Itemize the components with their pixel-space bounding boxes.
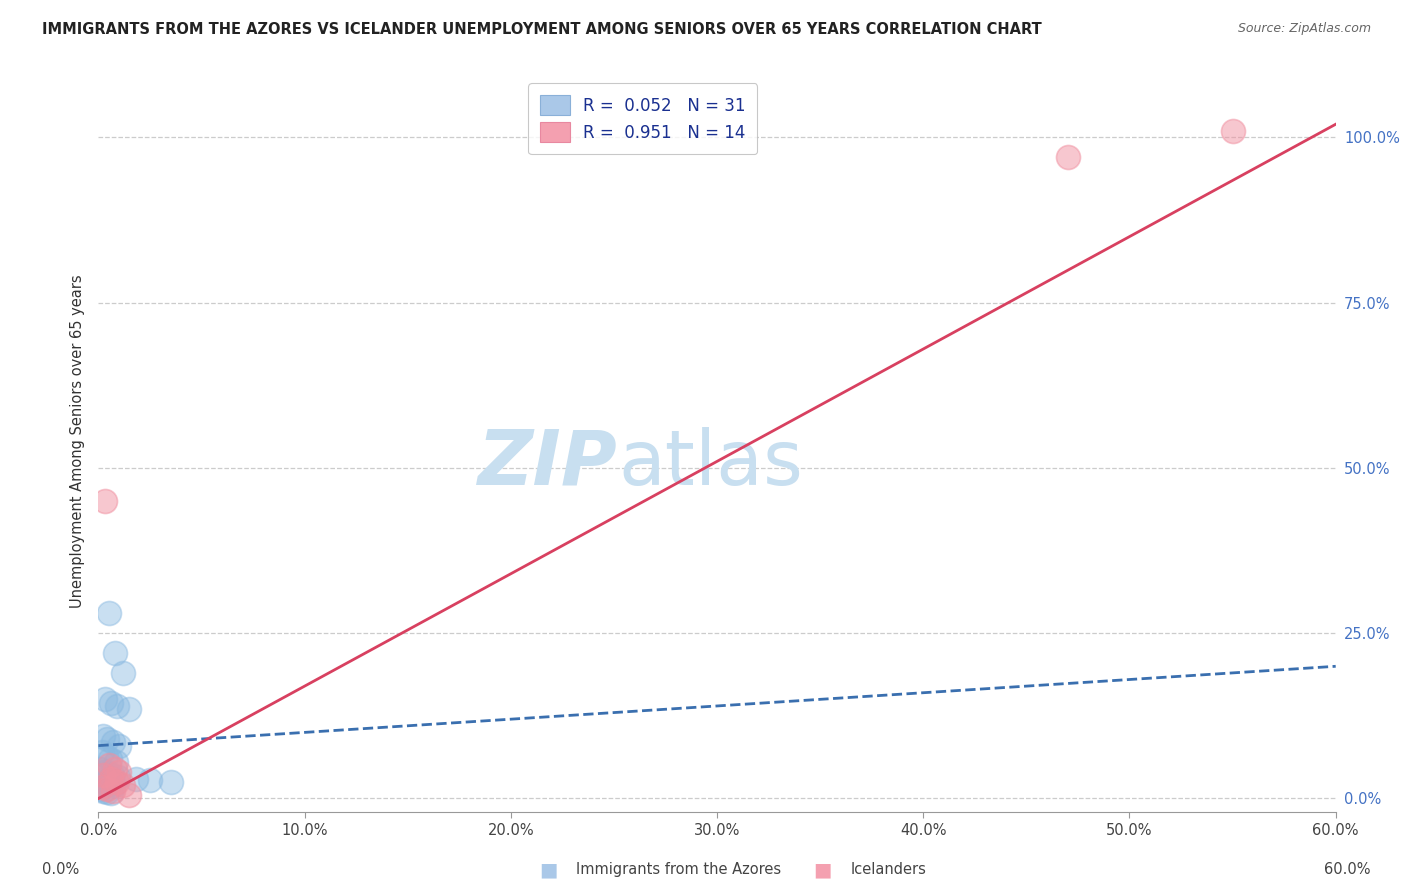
Point [94,748,117,763]
Point [103,778,125,792]
Point [100,772,122,786]
Point [91,783,114,797]
Point [93,765,115,780]
Point [101,768,124,782]
Text: IMMIGRANTS FROM THE AZORES VS ICELANDER UNEMPLOYMENT AMONG SENIORS OVER 65 YEARS: IMMIGRANTS FROM THE AZORES VS ICELANDER … [42,22,1042,37]
Point [96,785,118,799]
Point [90,745,112,759]
Point [104,646,127,660]
Point [97,766,120,780]
Point [89,781,111,796]
Point [104,755,127,769]
Point [118,788,141,802]
Point [96,781,118,796]
Point [96,731,118,746]
Text: Source: ZipAtlas.com: Source: ZipAtlas.com [1237,22,1371,36]
Point [108,739,131,753]
Point [93,775,115,789]
Text: ■: ■ [538,860,558,880]
Point [93,494,115,508]
Point [100,786,122,800]
Point [100,696,122,710]
Point [97,758,120,772]
Text: atlas: atlas [619,426,803,500]
Y-axis label: Unemployment Among Seniors over 65 years: Unemployment Among Seniors over 65 years [70,275,86,608]
Point [108,765,131,780]
Point [105,775,128,789]
Legend: R =  0.052   N = 31, R =  0.951   N = 14: R = 0.052 N = 31, R = 0.951 N = 14 [529,83,758,154]
Text: 60.0%: 60.0% [1324,863,1371,877]
Text: ■: ■ [813,860,832,880]
Point [97,777,120,791]
Point [90,780,112,794]
Point [89,762,111,776]
Point [97,607,120,621]
Text: 0.0%: 0.0% [42,863,79,877]
Point [91,729,114,743]
Point [104,762,127,776]
Point [101,735,124,749]
Point [1222,124,1244,138]
Point [1056,150,1078,164]
Text: Icelanders: Icelanders [851,863,927,877]
Point [159,775,181,789]
Point [107,770,129,784]
Point [101,783,124,797]
Point [112,778,135,792]
Point [105,698,128,713]
Point [98,752,121,766]
Point [90,772,112,787]
Point [118,702,141,716]
Point [93,692,115,706]
Point [124,772,146,786]
Text: Immigrants from the Azores: Immigrants from the Azores [576,863,782,877]
Text: ZIP: ZIP [478,426,619,500]
Point [139,772,162,787]
Point [91,768,114,782]
Point [112,665,135,680]
